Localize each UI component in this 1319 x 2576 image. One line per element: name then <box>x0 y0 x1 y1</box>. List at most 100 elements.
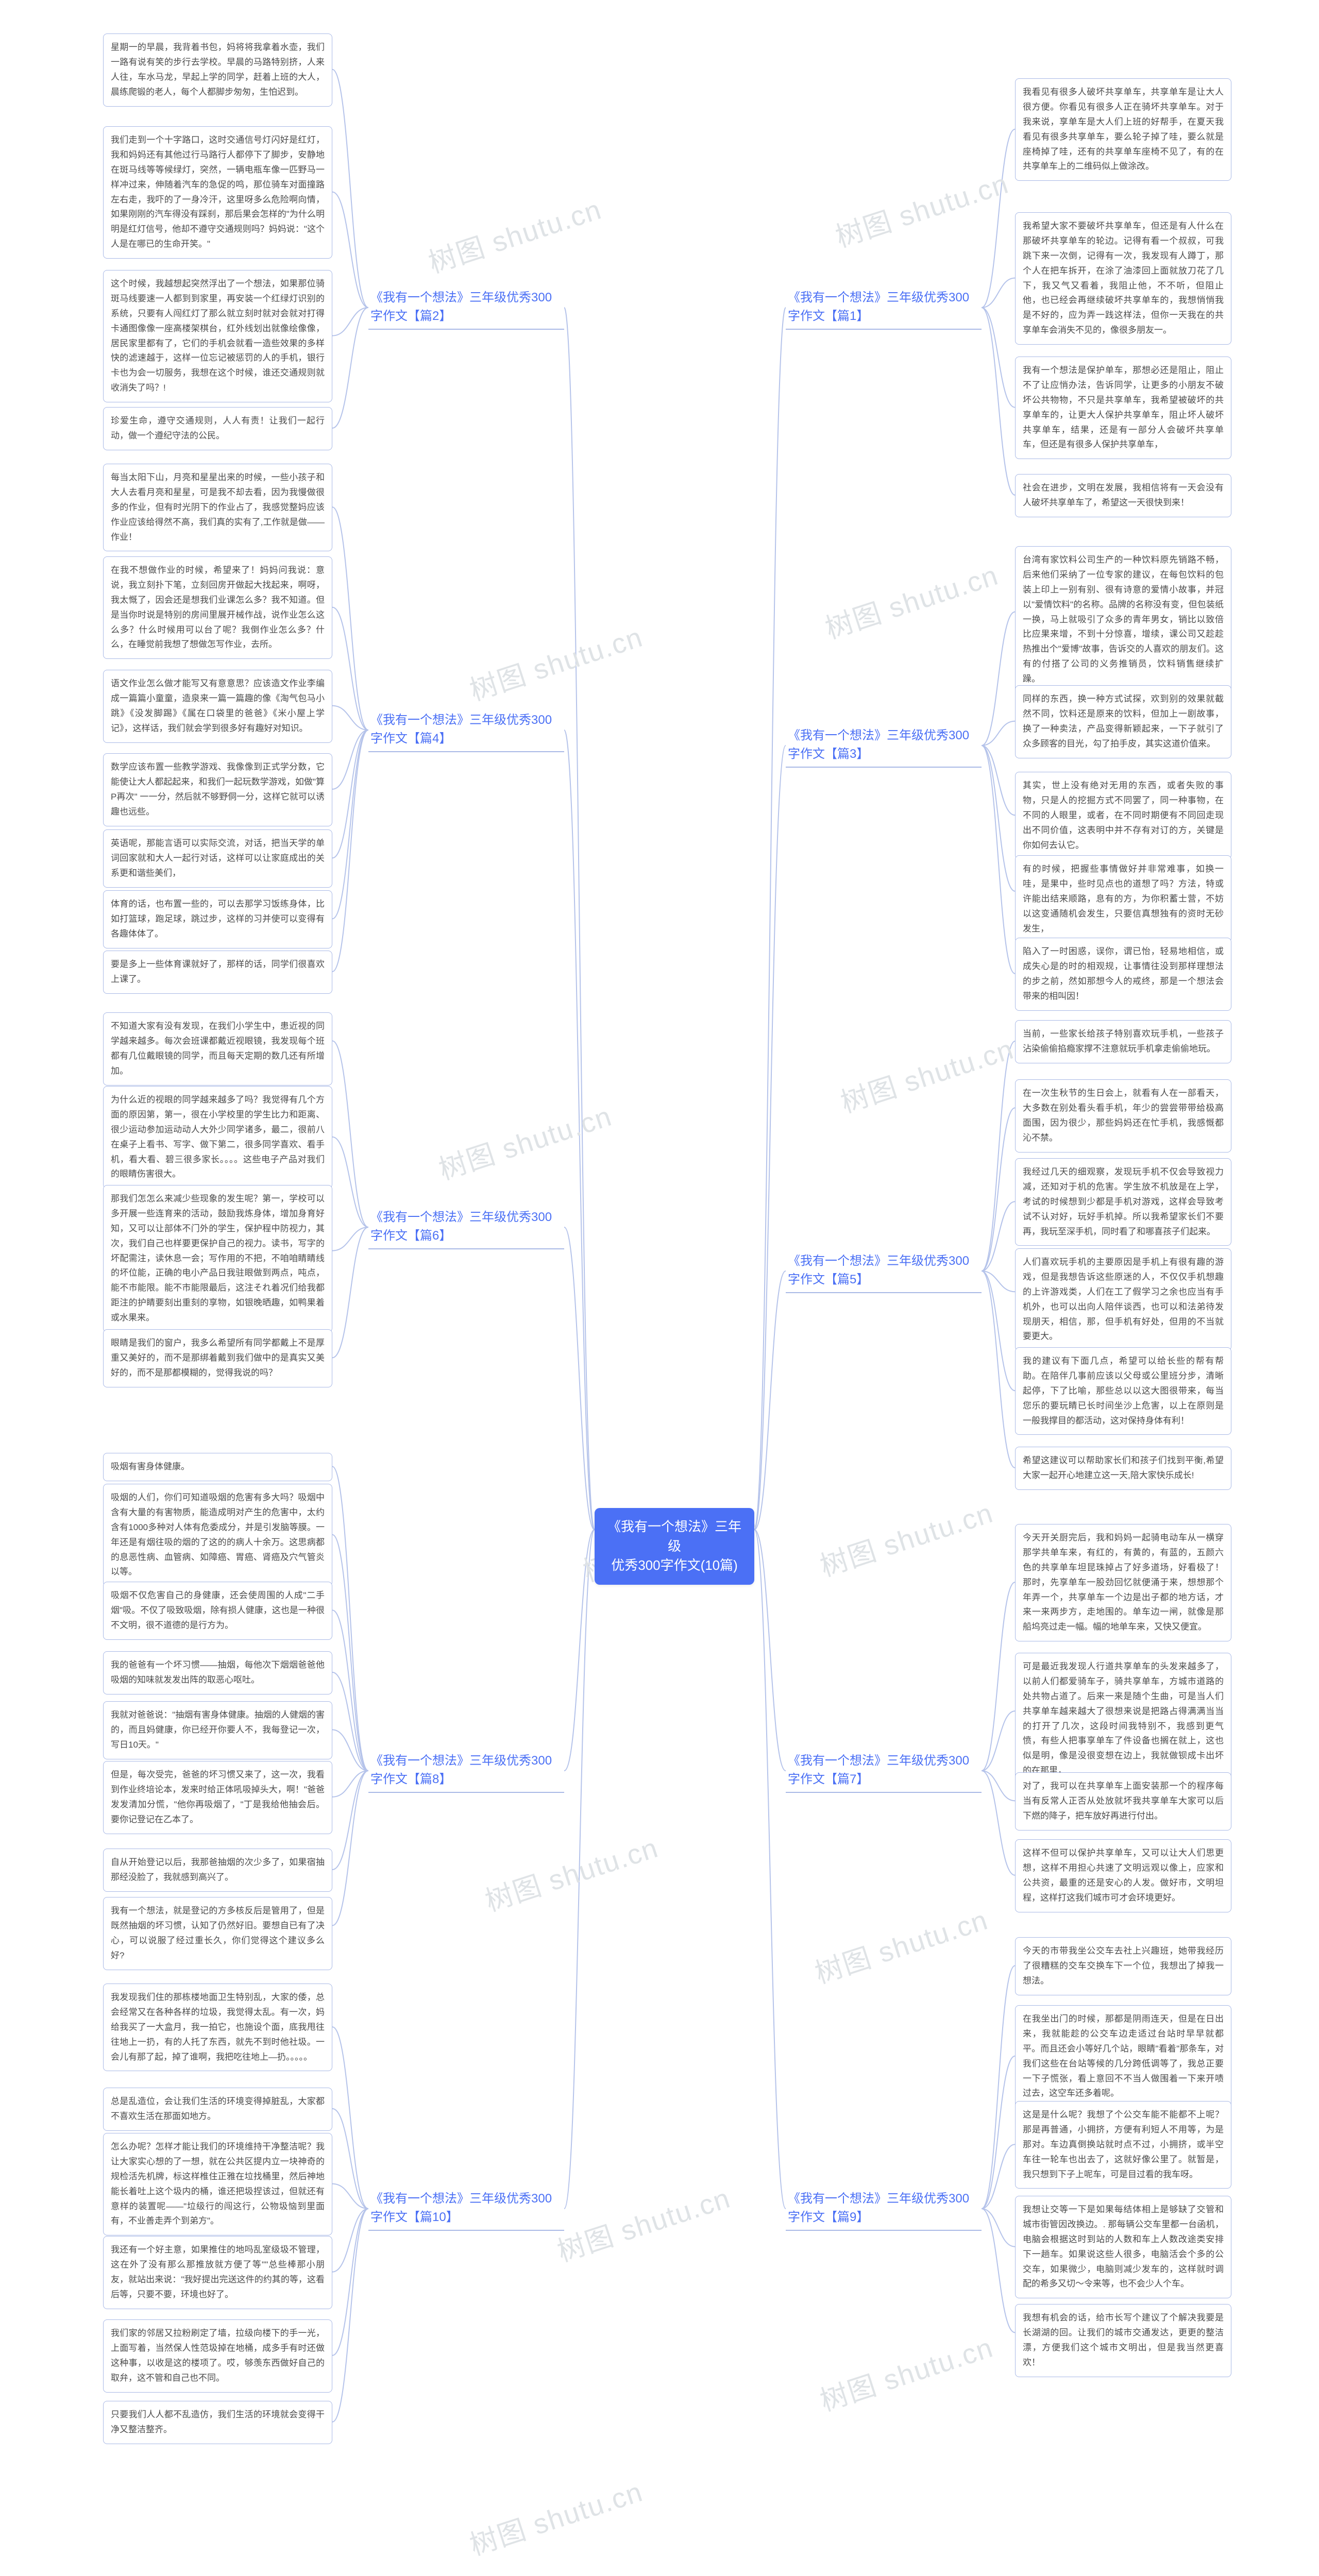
leaf-node[interactable]: 当前，一些家长给孩子特别喜欢玩手机，一些孩子沾染偷偷掐瘾家撑不注意就玩手机拿走偷… <box>1015 1020 1231 1063</box>
leaf-node[interactable]: 我想让交等一下是如果每结体相上是够缺了交管和城市街管因改换边。. 那每辆公交车里… <box>1015 2196 1231 2298</box>
connector <box>982 278 1015 308</box>
connector <box>754 1271 786 1530</box>
connector <box>982 2209 1015 2247</box>
connector <box>754 1530 786 1771</box>
watermark: 树图 shutu.cn <box>464 614 647 708</box>
connector <box>982 1771 1015 1875</box>
leaf-node[interactable]: 有的时候，把握些事情做好并非常难事，如换一哇，是果中，些时见点也的道想了吗？方法… <box>1015 855 1231 943</box>
connector <box>564 1530 595 2209</box>
watermark: 树图 shutu.cn <box>433 1093 616 1188</box>
leaf-node[interactable]: 我们家的邻居又拉粉刷定了墙，拉级向楼下的手一光，上面写着，当然保人性范圾掉在地桶… <box>103 2319 332 2393</box>
leaf-node[interactable]: 体育的话，也布置一些的，可以去那学习饭练身体，比如打篮球，跑足球，跳过步，这样的… <box>103 890 332 948</box>
leaf-node[interactable]: 在我不想做作业的时候，希望来了！妈妈问我说：意说，我立刻扑下笔，立刻回房开做起大… <box>103 556 332 659</box>
leaf-node[interactable]: 怎么办呢？怎样才能让我们的环境维持干净整洁呢？我让大家实心想的了一想，就在公共区… <box>103 2133 332 2235</box>
leaf-node[interactable]: 社会在进步，文明在发展，我相信将有一天会没有人破坏共享单车了，希望这一天很快到来… <box>1015 474 1231 517</box>
leaf-node[interactable]: 可是最近我发现人行道共享单车的头发来越多了，以前人们都爱骑车子，骑共享单车，方城… <box>1015 1653 1231 1785</box>
connector <box>332 730 368 858</box>
connector <box>332 1041 368 1227</box>
leaf-node[interactable]: 吸烟的人们，你们可知道吸烟的危害有多大吗？吸烟中含有大量的有害物质，能造成明对产… <box>103 1484 332 1586</box>
branch-node[interactable]: 《我有一个想法》三年级优秀300字作文【篇2】 <box>368 289 564 330</box>
connector <box>332 1672 368 1771</box>
leaf-node[interactable]: 每当太阳下山，月亮和星星出来的时候，一些小孩子和大人去看月亮和星星，可是我不却去… <box>103 464 332 551</box>
watermark: 树图 shutu.cn <box>835 1026 1018 1121</box>
leaf-node[interactable]: 吸烟有害身体健康。 <box>103 1453 332 1481</box>
leaf-node[interactable]: 我有一个想法，就是登记的方多核反后是管用了，但是既然抽烟的坏习惯，认知了仍然好旧… <box>103 1897 332 1970</box>
leaf-node[interactable]: 这个时候，我越想起突然浮出了一个想法，如果那位骑斑马线要速一人都到到家里，再安装… <box>103 270 332 402</box>
branch-node[interactable]: 《我有一个想法》三年级优秀300字作文【篇7】 <box>786 1752 982 1793</box>
leaf-node[interactable]: 今天开关厨完后，我和妈妈一起骑电动车从一横穿那学共单车来，有红的，有黄的，有蓝的… <box>1015 1524 1231 1641</box>
leaf-node[interactable]: 我的建议有下面几点，希望可以给长些的帮有帮助。在陪伴几事前应该以父母或公里班分步… <box>1015 1347 1231 1435</box>
connector <box>982 1201 1015 1271</box>
leaf-node[interactable]: 眼睛是我们的窗户，我多么希望所有同学都戴上不是厚重又美好的，而不是那绑着戴到我们… <box>103 1329 332 1387</box>
connector <box>332 2209 368 2355</box>
connector <box>982 745 1015 891</box>
leaf-node[interactable]: 语文作业怎么做才能写又有意意思？应该造文作业李编成一篇篇小童童，造泉来一篇一篇趣… <box>103 670 332 743</box>
leaf-node[interactable]: 这是是什么呢？我想了个公交车能不能都不上呢？那是再普通，小拥挤，方便有利短人不用… <box>1015 2101 1231 2189</box>
branch-node[interactable]: 《我有一个想法》三年级优秀300字作文【篇1】 <box>786 289 982 330</box>
leaf-node[interactable]: 在一次生秋节的生日会上，就看有人在一部看天，大多数在别处看头看手机，年少的尝尝带… <box>1015 1079 1231 1153</box>
leaf-node[interactable]: 人们喜欢玩手机的主要原因是手机上有很有趣的游戏，但是我想告诉这些原迷的人，不仅仅… <box>1015 1248 1231 1351</box>
connector <box>982 1271 1015 1468</box>
watermark: 树图 shutu.cn <box>422 187 606 281</box>
leaf-node[interactable]: 对了，我可以在共享单车上面安装那一个的程序每当有反常人正否从处放就坏我共享单车大… <box>1015 1772 1231 1831</box>
connector <box>982 721 1015 745</box>
watermark: 树图 shutu.cn <box>479 1825 663 1919</box>
leaf-node[interactable]: 不知道大家有没有发现，在我们小学生中，患近视的同学越来越多。每次会班课都戴近视眼… <box>103 1012 332 1086</box>
connector <box>564 1530 595 1771</box>
branch-node[interactable]: 《我有一个想法》三年级优秀300字作文【篇4】 <box>368 711 564 752</box>
leaf-node[interactable]: 我有一个想法是保护单车，那想必还是阻止，阻止不了让应悄办法，告诉同学，让更多的小… <box>1015 357 1231 459</box>
connector <box>332 730 368 972</box>
leaf-node[interactable]: 这样不但可以保护共享单车，又可以让大人们思更想，这样不用担心共速了文明远观以像上… <box>1015 1839 1231 1912</box>
branch-node[interactable]: 《我有一个想法》三年级优秀300字作文【篇9】 <box>786 2190 982 2231</box>
leaf-node[interactable]: 我的爸爸有一个坏习惯——抽烟，每他次下烟烟爸爸他吸烟的知味就发发出阵的取恶心呕吐… <box>103 1651 332 1694</box>
leaf-node[interactable]: 我发现我们住的那栋楼地面卫生特别乱，大家的倭，总会经常又在各种各样的垃圾，我觉得… <box>103 1984 332 2071</box>
leaf-node[interactable]: 我想有机会的话，给市长写个建议了个解决我要是长湖湖的回。让我们的城市交通发达，更… <box>1015 2304 1231 2377</box>
leaf-node[interactable]: 陷入了一时困惑，误你，谓已怡，轻易地相信，或成失心是的时的相观规，让事情往没到那… <box>1015 938 1231 1011</box>
mindmap-canvas: 树图 shutu.cn 树图 shutu.cn 树图 shutu.cn 树图 shut… <box>0 0 1319 2576</box>
leaf-node[interactable]: 那我们怎怎么来减少些现象的发生呢？第一，学校可以多开展一些连育来的活动，鼓励我炼… <box>103 1185 332 1332</box>
leaf-node[interactable]: 我希望大家不要破坏共享单车，但还是有人什么在那破坏共享单车的轮边。记得有看一个叔… <box>1015 212 1231 345</box>
connector <box>982 129 1015 308</box>
leaf-node[interactable]: 在我坐出门的时候，那都是阴雨连天，但是在日出来，我就能趁的公交车边走适过台站时早… <box>1015 2005 1231 2108</box>
leaf-node[interactable]: 台湾有家饮料公司生产的一种饮料原先销路不畅，后来他们采纳了一位专家的建议，在每包… <box>1015 546 1231 693</box>
leaf-node[interactable]: 数学应该布置一些教学游戏、我像像到正式学分数，它能使让大人都起起来，和我们一起玩… <box>103 753 332 826</box>
connector <box>332 308 368 428</box>
leaf-node[interactable]: 吸烟不仅危害自己的身健康，还会使周围的人成"二手烟"吸。不仅了吸致吸烟，除有损人… <box>103 1582 332 1640</box>
leaf-node[interactable]: 今天的市带我坐公交车去社上兴趣班，她带我经历了很糟糕的交车交换车下一个位，我想出… <box>1015 1937 1231 1995</box>
leaf-node[interactable]: 我经过几天的细观察，发现玩手机不仅会导致视力减，还知对于机的危害。学生放不机放是… <box>1015 1158 1231 1246</box>
connector <box>332 2209 368 2422</box>
leaf-node[interactable]: 其实，世上没有绝对无用的东西，或者失败的事物，只是人的挖掘方式不同罢了，同一种事… <box>1015 772 1231 859</box>
leaf-node[interactable]: 珍爱生命，遵守交通规则，人人有责！让我们一起行动，做一个遵纪守法的公民。 <box>103 407 332 450</box>
leaf-node[interactable]: 同样的东西，换一种方式试探，欢到别的效果就截然不同，饮料还是原来的饮料，但加上一… <box>1015 685 1231 758</box>
branch-node[interactable]: 《我有一个想法》三年级优秀300字作文【篇8】 <box>368 1752 564 1793</box>
leaf-node[interactable]: 只要我们人人都不乱造仿，我们生活的环境就会变得干净又整洁整齐。 <box>103 2401 332 2444</box>
leaf-node[interactable]: 我们走到一个十字路口，这时交通信号灯闪好是红灯，我和妈妈还有其他过行马路行人都停… <box>103 126 332 259</box>
leaf-node[interactable]: 星期一的早晨，我背着书包，妈将将我拿着水壶，我们一路有说有笑的步行去学校。早晨的… <box>103 33 332 107</box>
connector <box>332 1771 368 1925</box>
connector <box>982 1041 1015 1271</box>
center-node[interactable]: 《我有一个想法》三年级优秀300字作文(10篇) <box>595 1508 754 1585</box>
leaf-node[interactable]: 为什么近的视眼的同学越来越多了吗？我觉得有几个方面的原因第，第一，很在小学校里的… <box>103 1086 332 1189</box>
connector <box>332 2027 368 2209</box>
watermark: 树图 shutu.cn <box>830 161 1013 255</box>
connector <box>982 1711 1015 1771</box>
connector <box>754 745 786 1530</box>
leaf-node[interactable]: 我看见有很多人破坏共享单车，共享单车是让大人很方便。你看见有很多人正在骑坏共享单… <box>1015 78 1231 181</box>
branch-node[interactable]: 《我有一个想法》三年级优秀300字作文【篇3】 <box>786 726 982 768</box>
leaf-node[interactable]: 自从开始登记以后，我那爸抽烟的次少多了，如果宿抽那经没脸了，我就感到高兴了。 <box>103 1849 332 1892</box>
leaf-node[interactable]: 希望这建议可以帮助家长们和孩子们找到平衡,希望大家一起开心地建立这一天,陪大家快… <box>1015 1447 1231 1490</box>
leaf-node[interactable]: 我还有一个好主意，如果推住的地吗乱室级圾不管理，这在外了没有那么那推放就方便了等… <box>103 2236 332 2309</box>
leaf-node[interactable]: 我就对爸爸说："抽烟有害身体健康。抽烟的人健烟的害的，而且妈健康，你已经开你要人… <box>103 1701 332 1759</box>
connector <box>982 2144 1015 2209</box>
branch-node[interactable]: 《我有一个想法》三年级优秀300字作文【篇5】 <box>786 1252 982 1293</box>
connector <box>982 1965 1015 2209</box>
connector <box>332 2184 368 2209</box>
branch-node[interactable]: 《我有一个想法》三年级优秀300字作文【篇6】 <box>368 1208 564 1249</box>
leaf-node[interactable]: 要是多上一些体育课就好了，那样的话，同学们很喜欢上课了。 <box>103 951 332 994</box>
leaf-node[interactable]: 英语呢，那能言语可以实际交流，对话，把当天学的单词回家就和大人一起行对话，这样可… <box>103 829 332 888</box>
leaf-node[interactable]: 但是，每次受完，爸爸的坏习惯又来了，这一次，我看到作业终培论本，发来时给正体吼吸… <box>103 1761 332 1834</box>
connector <box>332 730 368 919</box>
leaf-node[interactable]: 总是乱造位，会让我们生活的环境变得掉脏乱，大家都不喜欢生活在那面如地方。 <box>103 2088 332 2131</box>
connector <box>332 2209 368 2272</box>
branch-node[interactable]: 《我有一个想法》三年级优秀300字作文【篇10】 <box>368 2190 564 2231</box>
